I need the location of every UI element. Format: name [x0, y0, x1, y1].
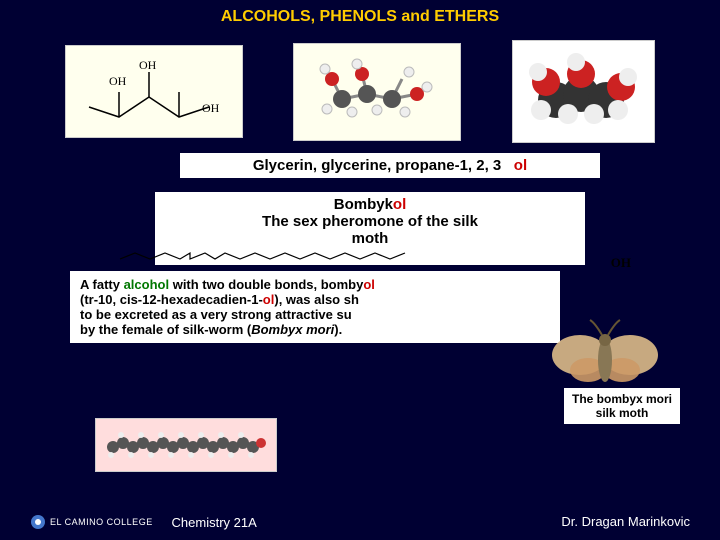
- oh-terminal: OH: [611, 255, 631, 271]
- bombykol-box: Bombykol The sex pheromone of the silk m…: [155, 192, 585, 265]
- bombykol-3d-model: [95, 418, 277, 472]
- species-name: Bombyx mori: [251, 322, 334, 337]
- t: by the female of silk-worm (: [80, 322, 251, 337]
- fatty-description: A fatty alcohol with two double bonds, b…: [70, 271, 560, 343]
- bombykol-line-structure: [115, 247, 415, 267]
- t: A fatty: [80, 277, 124, 292]
- ol-word: ol: [263, 292, 275, 307]
- caption-l1: The bombyx mori: [572, 392, 672, 406]
- alcohol-word: alcohol: [124, 277, 170, 292]
- logo-text: EL CAMINO COLLEGE: [50, 517, 153, 527]
- skeletal-structure: OH OH OH: [65, 45, 243, 138]
- moth-caption: The bombyx mori silk moth: [564, 388, 680, 424]
- bombykol-line3: moth: [165, 230, 575, 247]
- logo-icon: [30, 514, 46, 530]
- glycerin-text: Glycerin, glycerine, propane-1, 2, 3: [253, 157, 501, 174]
- t: ).: [334, 322, 342, 337]
- college-logo: EL CAMINO COLLEGE Chemistry 21A: [30, 514, 257, 530]
- glycerin-label: Glycerin, glycerine, propane-1, 2, 3 ol: [180, 153, 600, 178]
- bombykol-suf: ol: [393, 196, 406, 213]
- t: (tr-10, cis-12-hexadecadien-1-: [80, 292, 263, 307]
- structures-row: OH OH OH: [0, 30, 720, 153]
- t: to be excreted as a very strong attracti…: [80, 307, 550, 322]
- spacefill-structure: [512, 40, 655, 143]
- ballstick-structure: [293, 43, 461, 141]
- ol-word: ol: [363, 277, 375, 292]
- course-name: Chemistry 21A: [172, 515, 257, 530]
- oh-label: OH: [109, 74, 127, 88]
- t: with two double bonds, bomby: [169, 277, 363, 292]
- caption-l2: silk moth: [572, 406, 672, 420]
- bombykol-pre: Bombyk: [334, 196, 393, 213]
- bombykol-title: Bombykol: [165, 196, 575, 213]
- page-title: ALCOHOLS, PHENOLS and ETHERS: [0, 0, 720, 30]
- instructor-name: Dr. Dragan Marinkovic: [561, 514, 690, 530]
- bombykol-line2: The sex pheromone of the silk: [165, 213, 575, 230]
- oh-label: OH: [202, 101, 220, 115]
- ol-suffix: ol: [514, 157, 527, 174]
- oh-label: OH: [139, 58, 157, 72]
- footer: EL CAMINO COLLEGE Chemistry 21A Dr. Drag…: [0, 514, 720, 530]
- t: ), was also sh: [274, 292, 359, 307]
